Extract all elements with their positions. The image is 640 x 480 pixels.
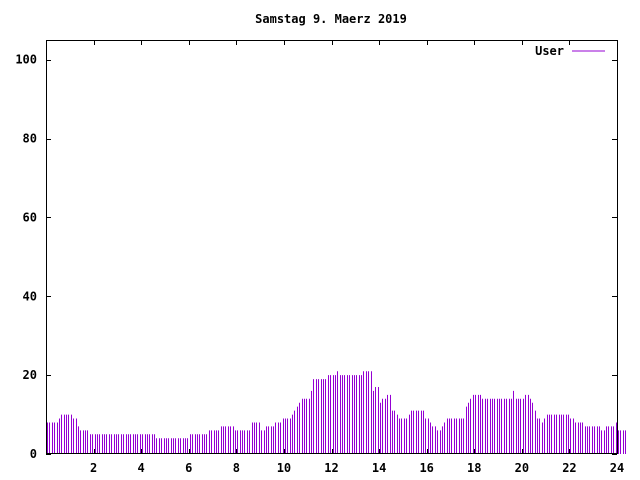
- y-tick-label: 20: [23, 368, 37, 382]
- y-tick-label: 40: [23, 289, 37, 303]
- x-tick-label: 2: [90, 461, 97, 475]
- bar-series: [47, 371, 626, 454]
- x-tick-label: 4: [138, 461, 145, 475]
- x-tick-label: 18: [467, 461, 481, 475]
- x-tick-label: 6: [185, 461, 192, 475]
- x-tick-label: 20: [515, 461, 529, 475]
- legend: User: [535, 44, 605, 58]
- chart-title: Samstag 9. Maerz 2019: [255, 12, 407, 26]
- x-tick-label: 14: [372, 461, 386, 475]
- plot-frame: [46, 40, 618, 454]
- x-tick-label: 16: [419, 461, 433, 475]
- y-tick-label: 60: [23, 210, 37, 224]
- x-tick-label: 12: [324, 461, 338, 475]
- x-tick-label: 22: [562, 461, 576, 475]
- y-tick-label: 100: [15, 53, 37, 67]
- x-tick-label: 10: [277, 461, 291, 475]
- y-tick-label: 80: [23, 132, 37, 146]
- legend-label-user: User: [535, 44, 564, 58]
- y-axis: 0 20 40 60 80 100: [15, 53, 617, 461]
- x-tick-label: 24: [610, 461, 624, 475]
- x-tick-label: 8: [233, 461, 240, 475]
- x-axis: 2 4 6 8 10 12 14 16 18 20 22 24: [90, 40, 624, 475]
- y-tick-label: 0: [30, 447, 37, 461]
